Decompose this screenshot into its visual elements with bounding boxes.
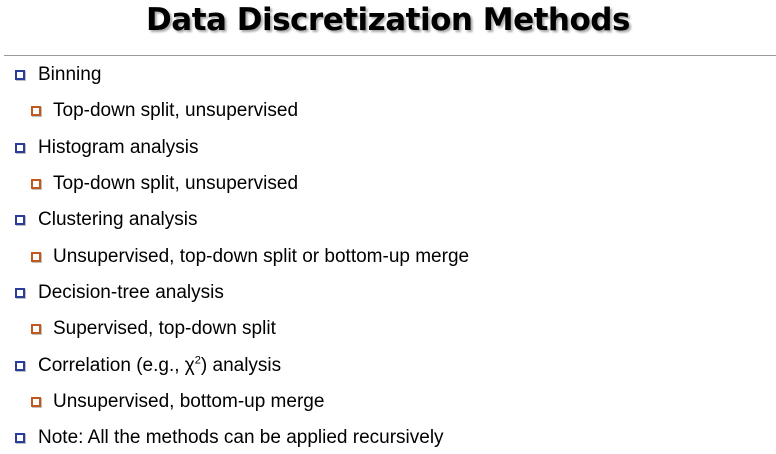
bullet-note: Note: All the methods can be applied rec… — [15, 424, 444, 452]
square-bullet-icon — [31, 106, 41, 116]
sub-bullet-decision-tree: Supervised, top-down split — [31, 315, 276, 343]
square-bullet-icon — [15, 215, 25, 225]
bullet-text: Correlation (e.g., χ2) analysis — [38, 355, 281, 377]
bullet-text: Top-down split, unsupervised — [53, 100, 299, 121]
sub-bullet-clustering: Unsupervised, top-down split or bottom-u… — [31, 243, 469, 271]
square-bullet-icon — [31, 324, 41, 334]
square-bullet-icon — [15, 433, 25, 443]
bullet-text: Decision-tree analysis — [38, 282, 224, 303]
bullet-text-before: Correlation (e.g., χ — [38, 355, 195, 376]
bullet-text: Binning — [38, 64, 102, 85]
bullet-histogram-analysis: Histogram analysis — [15, 134, 199, 162]
sub-bullet-histogram: Top-down split, unsupervised — [31, 170, 298, 198]
square-bullet-icon — [15, 143, 25, 153]
slide-title: Data Discretization Methods — [146, 2, 630, 38]
bullet-text-after: ) analysis — [200, 355, 282, 376]
sub-bullet-binning: Top-down split, unsupervised — [31, 97, 298, 125]
square-bullet-icon — [15, 288, 25, 298]
bullet-text: Note: All the methods can be applied rec… — [38, 427, 444, 448]
title-divider — [4, 55, 776, 56]
square-bullet-icon — [31, 179, 41, 189]
bullet-correlation-analysis: Correlation (e.g., χ2) analysis — [15, 352, 281, 380]
bullet-clustering-analysis: Clustering analysis — [15, 206, 197, 234]
bullet-text: Clustering analysis — [38, 209, 198, 230]
sub-bullet-correlation: Unsupervised, bottom-up merge — [31, 388, 324, 416]
bullet-text: Unsupervised, bottom-up merge — [53, 391, 325, 412]
bullet-binning: Binning — [15, 61, 101, 89]
bullet-decision-tree-analysis: Decision-tree analysis — [15, 279, 224, 307]
square-bullet-icon — [15, 70, 25, 80]
bullet-text: Unsupervised, top-down split or bottom-u… — [53, 246, 470, 267]
bullet-text: Supervised, top-down split — [53, 318, 276, 339]
chi-square-superscript: 2 — [194, 354, 201, 367]
square-bullet-icon — [31, 397, 41, 407]
bullet-text: Histogram analysis — [38, 137, 199, 158]
bullet-text: Top-down split, unsupervised — [53, 173, 299, 194]
square-bullet-icon — [15, 361, 25, 371]
square-bullet-icon — [31, 252, 41, 262]
